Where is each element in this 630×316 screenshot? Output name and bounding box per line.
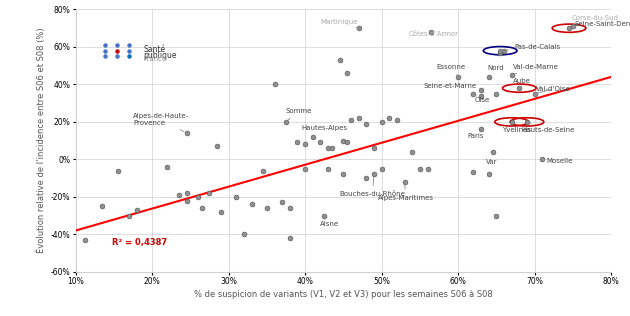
Text: Martinique: Martinique [321, 19, 358, 28]
Text: Var: Var [486, 152, 498, 165]
Text: Corse-du-Sud: Corse-du-Sud [571, 15, 618, 25]
Text: Alpes-de-Haute-
Provence: Alpes-de-Haute- Provence [133, 112, 189, 132]
Text: Aube: Aube [513, 78, 531, 88]
Text: Pas-de-Calais: Pas-de-Calais [503, 44, 560, 51]
Text: Hauts-de-Seine: Hauts-de-Seine [522, 123, 575, 133]
Text: Hautes-Alpes: Hautes-Alpes [301, 125, 347, 137]
Text: Moselle: Moselle [546, 158, 573, 164]
Text: Val-d’Oise: Val-d’Oise [536, 86, 571, 93]
Text: Yvelines: Yvelines [503, 122, 532, 133]
Text: Nord: Nord [487, 64, 504, 77]
X-axis label: % de suspicion de variants (V1, V2 et V3) pour les semaines S06 à S08: % de suspicion de variants (V1, V2 et V3… [194, 290, 493, 300]
Text: France: France [143, 57, 166, 63]
Text: Santé: Santé [143, 45, 165, 54]
Text: Seine-et-Marne: Seine-et-Marne [423, 83, 477, 93]
Y-axis label: Évolution relative de l’incidence entre S06 et S08 (%): Évolution relative de l’incidence entre … [37, 28, 46, 253]
Text: publique: publique [143, 51, 176, 60]
Text: Somme: Somme [286, 108, 312, 120]
Text: Paris: Paris [467, 129, 484, 139]
Text: Essonne: Essonne [437, 64, 466, 77]
Text: Bouches-du-Rhône: Bouches-du-Rhône [340, 177, 405, 197]
Text: R² = 0,4387: R² = 0,4387 [112, 238, 168, 246]
Text: Alpes-Maritimes: Alpes-Maritimes [378, 185, 434, 201]
Text: Seine-Saint-Denis: Seine-Saint-Denis [569, 21, 630, 28]
Text: Val-de-Marne: Val-de-Marne [513, 64, 559, 74]
Text: Oise: Oise [475, 96, 490, 103]
Text: Côtes-d’Armor: Côtes-d’Armor [408, 31, 459, 37]
Text: Aisne: Aisne [321, 216, 340, 227]
